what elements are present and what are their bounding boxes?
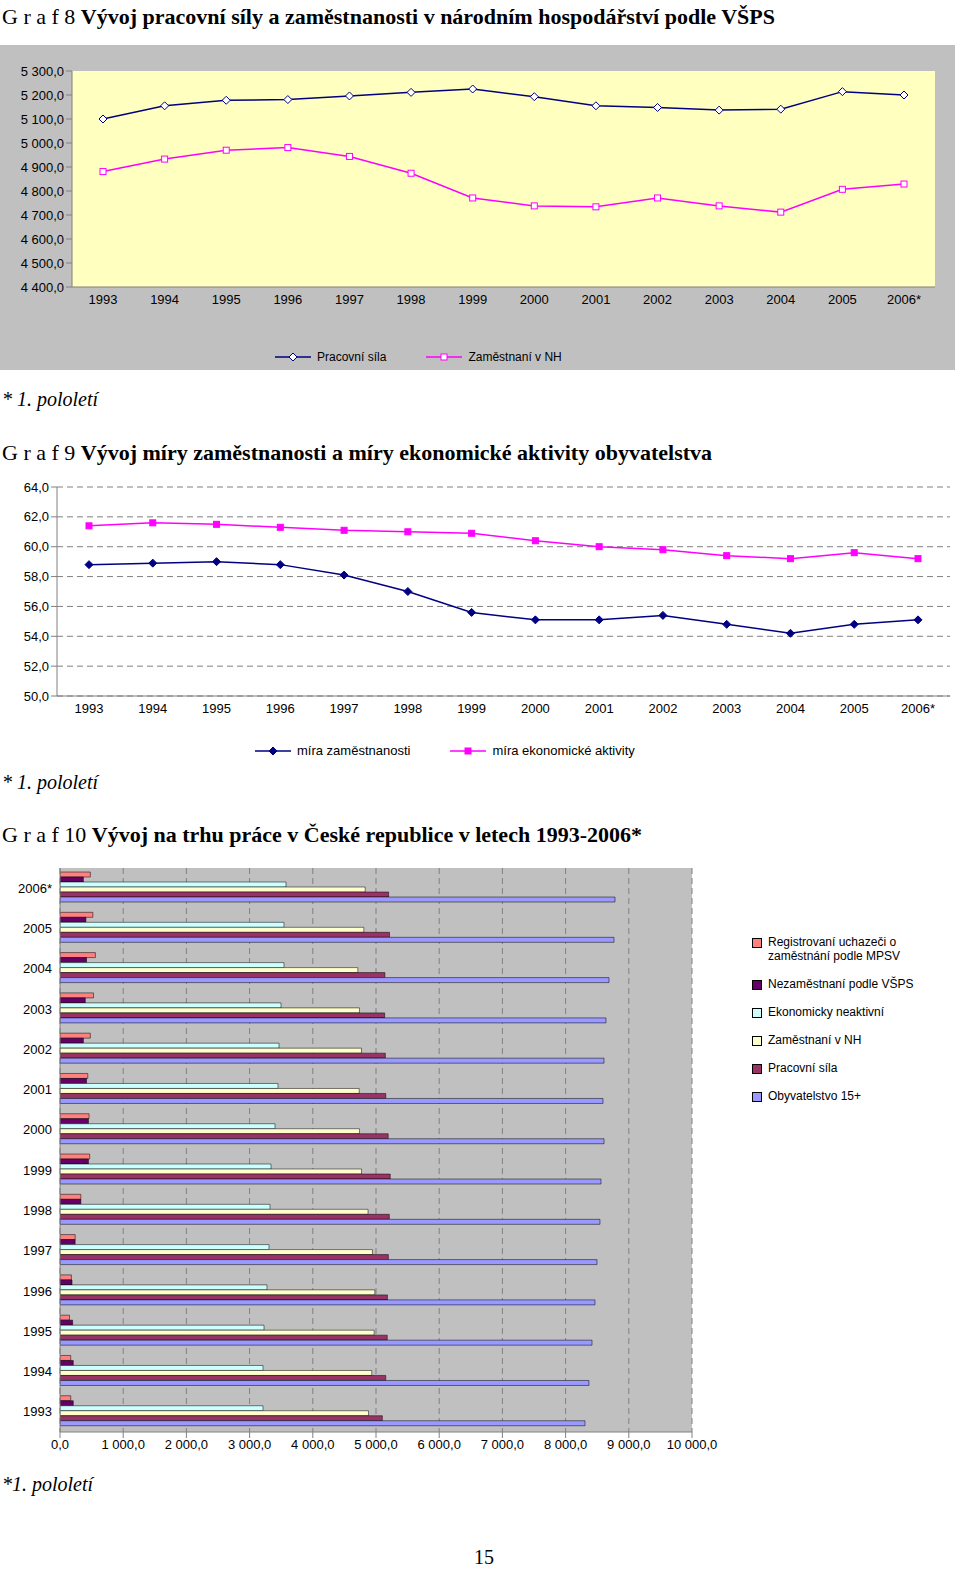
svg-text:2003: 2003 (23, 1002, 52, 1017)
svg-text:1995: 1995 (212, 292, 241, 307)
svg-text:62,0: 62,0 (24, 509, 49, 524)
svg-text:2003: 2003 (705, 292, 734, 307)
svg-text:5 100,0: 5 100,0 (21, 112, 64, 127)
svg-text:2006*: 2006* (901, 701, 935, 716)
svg-text:1998: 1998 (23, 1203, 52, 1218)
svg-text:2 000,0: 2 000,0 (165, 1437, 208, 1452)
svg-text:2005: 2005 (828, 292, 857, 307)
svg-text:1994: 1994 (23, 1364, 52, 1379)
svg-text:4 500,0: 4 500,0 (21, 256, 64, 271)
html-text:Nezaměstnaní podle VŠPS: Nezaměstnaní podle VŠPS (768, 977, 914, 991)
svg-text:2003: 2003 (712, 701, 741, 716)
svg-text:2001: 2001 (581, 292, 610, 307)
html-text:míra zaměstnanosti: míra zaměstnanosti (297, 743, 411, 758)
svg-text:64,0: 64,0 (24, 480, 49, 495)
svg-text:2002: 2002 (23, 1042, 52, 1057)
svg-text:1997: 1997 (330, 701, 359, 716)
svg-text:2002: 2002 (648, 701, 677, 716)
svg-text:8 000,0: 8 000,0 (544, 1437, 587, 1452)
svg-text:1998: 1998 (393, 701, 422, 716)
html-text:15: 15 (474, 1546, 494, 1568)
svg-text:1995: 1995 (23, 1324, 52, 1339)
html-text:Pracovní síla: Pracovní síla (768, 1061, 838, 1075)
svg-text:0,0: 0,0 (51, 1437, 69, 1452)
svg-text:2005: 2005 (23, 921, 52, 936)
html-text:* 1. pololetí: * 1. pololetí (2, 388, 99, 410)
html-text:Zaměstnaní v NH: Zaměstnaní v NH (768, 1033, 862, 1047)
html-text:G r a f 9 Vývoj míry zaměstnan: G r a f 9 Vývoj míry zaměstnanosti a mír… (2, 440, 712, 465)
svg-text:1993: 1993 (23, 1404, 52, 1419)
svg-text:4 900,0: 4 900,0 (21, 160, 64, 175)
svg-text:2000: 2000 (521, 701, 550, 716)
svg-text:4 400,0: 4 400,0 (21, 280, 64, 295)
svg-text:1998: 1998 (397, 292, 426, 307)
svg-text:2005: 2005 (840, 701, 869, 716)
svg-text:1997: 1997 (335, 292, 364, 307)
svg-text:1993: 1993 (89, 292, 118, 307)
svg-text:2000: 2000 (520, 292, 549, 307)
svg-text:5 000,0: 5 000,0 (21, 136, 64, 151)
svg-text:58,0: 58,0 (24, 569, 49, 584)
svg-text:60,0: 60,0 (24, 539, 49, 554)
svg-text:1999: 1999 (23, 1163, 52, 1178)
svg-text:6 000,0: 6 000,0 (418, 1437, 461, 1452)
svg-text:2006*: 2006* (887, 292, 921, 307)
svg-text:1999: 1999 (458, 292, 487, 307)
html-text:G r a f 8 Vývoj pracovní síly: G r a f 8 Vývoj pracovní síly a zaměstna… (2, 4, 775, 29)
html-text:Zaměstnaní v NH: Zaměstnaní v NH (468, 350, 562, 364)
svg-text:7 000,0: 7 000,0 (481, 1437, 524, 1452)
svg-text:10 000,0: 10 000,0 (667, 1437, 718, 1452)
svg-text:2000: 2000 (23, 1122, 52, 1137)
html-text:Obyvatelstvo 15+: Obyvatelstvo 15+ (768, 1089, 862, 1103)
svg-text:4 600,0: 4 600,0 (21, 232, 64, 247)
svg-text:5 200,0: 5 200,0 (21, 88, 64, 103)
svg-text:9 000,0: 9 000,0 (607, 1437, 650, 1452)
svg-text:1997: 1997 (23, 1243, 52, 1258)
svg-text:4 000,0: 4 000,0 (291, 1437, 334, 1452)
svg-text:4 800,0: 4 800,0 (21, 184, 64, 199)
svg-text:1999: 1999 (457, 701, 486, 716)
html-text:G r a f 10 Vývoj na trhu práce: G r a f 10 Vývoj na trhu práce v České r… (2, 822, 642, 847)
svg-text:2004: 2004 (23, 961, 52, 976)
html-text:Pracovní síla: Pracovní síla (317, 350, 387, 364)
svg-text:56,0: 56,0 (24, 599, 49, 614)
svg-text:5 300,0: 5 300,0 (21, 64, 64, 79)
svg-text:1993: 1993 (75, 701, 104, 716)
svg-text:2004: 2004 (776, 701, 805, 716)
svg-text:2001: 2001 (585, 701, 614, 716)
html-text:*1. pololetí: *1. pololetí (2, 1473, 94, 1495)
html-text:míra ekonomické aktivity: míra ekonomické aktivity (492, 743, 635, 758)
svg-text:1994: 1994 (150, 292, 179, 307)
svg-text:1996: 1996 (273, 292, 302, 307)
svg-text:1 000,0: 1 000,0 (102, 1437, 145, 1452)
svg-text:52,0: 52,0 (24, 659, 49, 674)
svg-text:54,0: 54,0 (24, 629, 49, 644)
svg-text:1994: 1994 (138, 701, 167, 716)
svg-text:2006*: 2006* (18, 881, 52, 896)
html-text:Ekonomicky neaktivní: Ekonomicky neaktivní (768, 1005, 885, 1019)
svg-text:1996: 1996 (266, 701, 295, 716)
svg-text:3 000,0: 3 000,0 (228, 1437, 271, 1452)
svg-text:1995: 1995 (202, 701, 231, 716)
svg-text:2002: 2002 (643, 292, 672, 307)
html-text:Registrovaní uchazeči o zaměst: Registrovaní uchazeči o zaměstnání podle… (768, 935, 901, 963)
svg-text:5 000,0: 5 000,0 (354, 1437, 397, 1452)
svg-text:2001: 2001 (23, 1082, 52, 1097)
html-text:* 1. pololetí: * 1. pololetí (2, 771, 99, 793)
svg-text:2004: 2004 (766, 292, 795, 307)
svg-text:50,0: 50,0 (24, 689, 49, 704)
svg-text:4 700,0: 4 700,0 (21, 208, 64, 223)
svg-text:1996: 1996 (23, 1284, 52, 1299)
